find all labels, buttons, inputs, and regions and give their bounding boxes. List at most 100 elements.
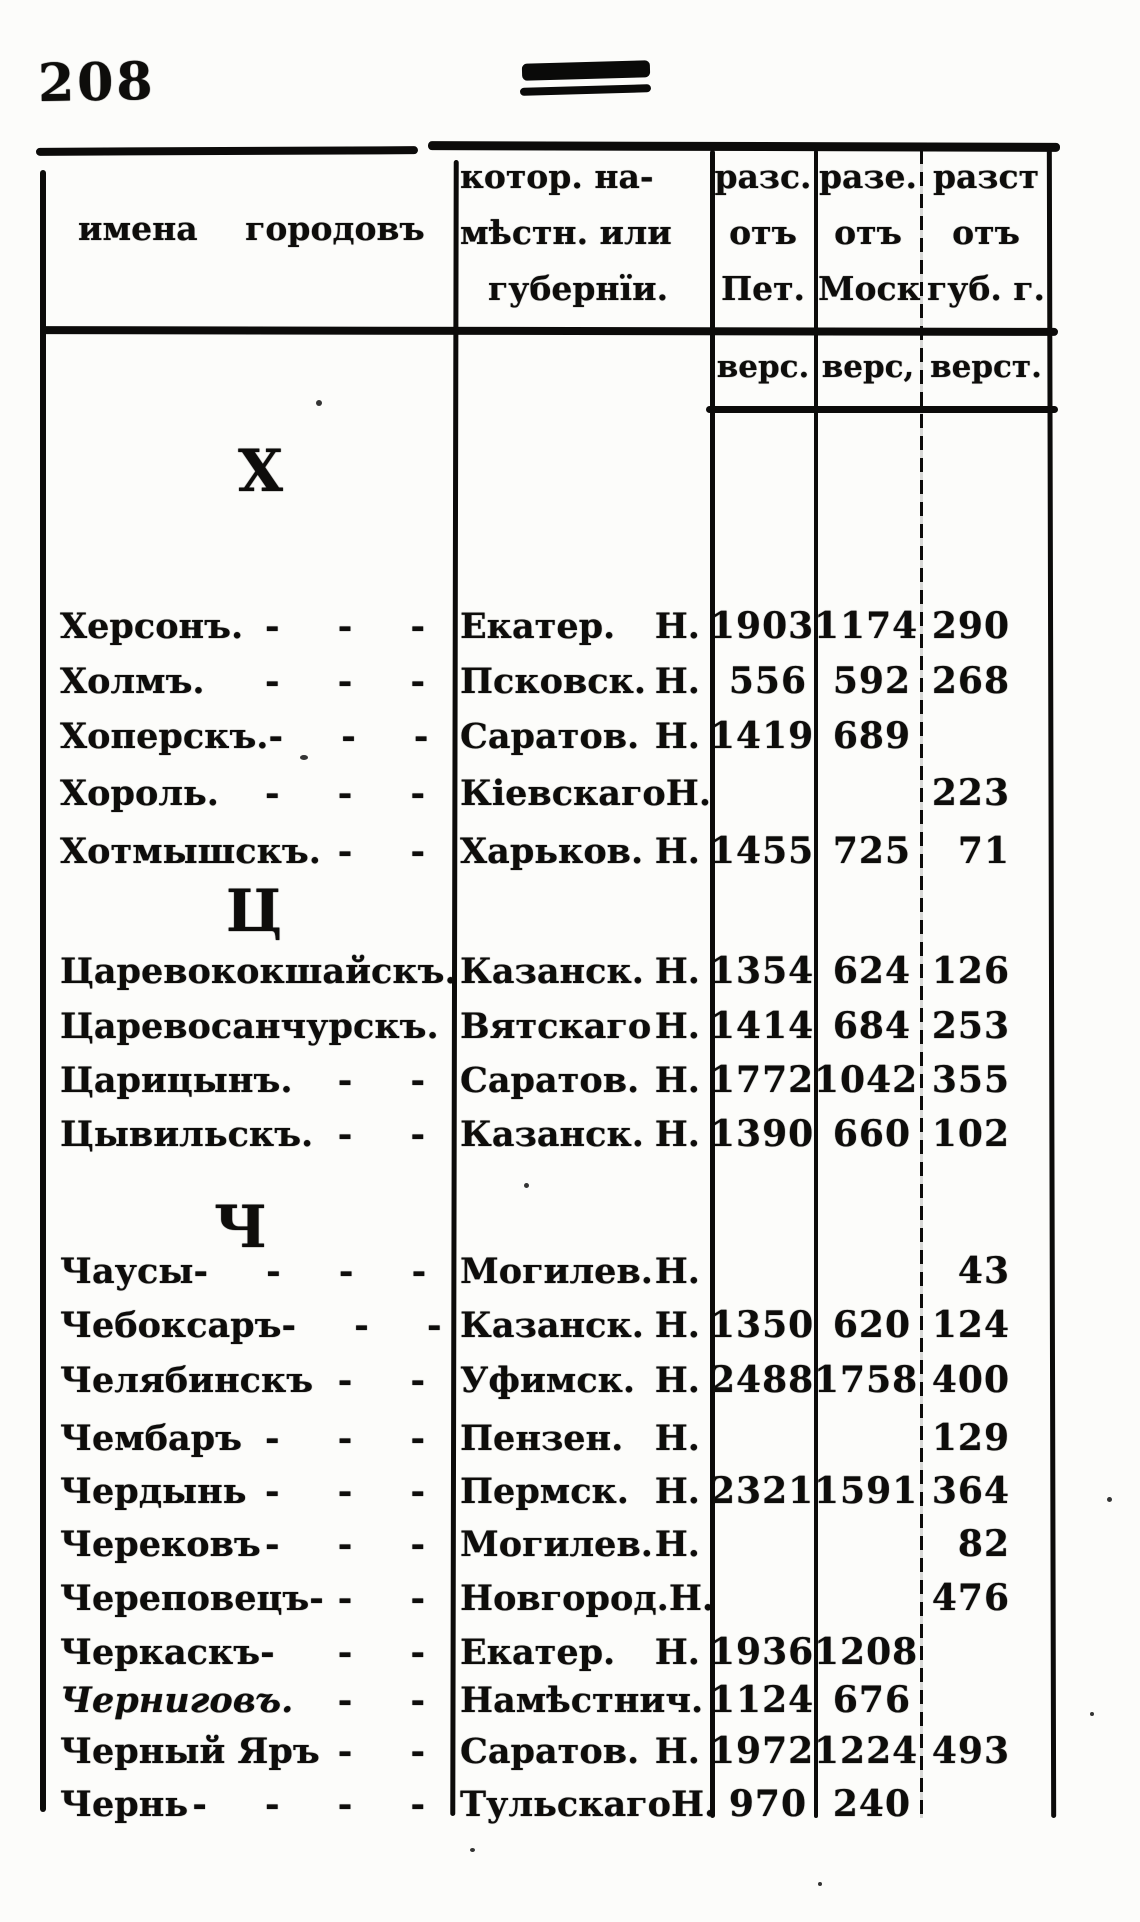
governorate-n: Н. [654,1471,700,1512]
city-name-cell: Херсонъ. - - - [44,603,452,651]
governorate-abbr: Уфимск. [460,1360,636,1401]
governorate-header-line1: котор. на- [460,157,654,196]
filler-dashes: - - [337,831,426,872]
governorate-cell: Новгород. Н. [452,1575,710,1623]
governorate-abbr: Могилев. [460,1524,653,1565]
city-name-cell: Царицынъ. - - [44,1057,452,1105]
filler-dashes: - - - - [192,1784,426,1825]
governorate-n: Н. [654,1360,700,1401]
governorate-n: Н. [654,831,700,872]
distance-moscow-cell: 1174 [814,605,919,647]
divider-petersburg-moscow [814,150,818,1818]
governorate-header-line2: мѣстн. или [460,213,672,252]
moscow-header-line1: разе. [818,157,917,196]
section-letter-ch: Ч [214,1193,267,1261]
table-row: Цывильскъ. - - Казанск. Н. 1390 660 102 [44,1110,1050,1158]
ornament-bar-bottom [519,84,652,96]
governorate-abbr: Саратов. [460,1731,640,1772]
distance-gubernia-cell: 102 [931,1113,1010,1155]
filler-dashes: - - [337,1114,426,1155]
distance-petersburg-cell: 1972 [710,1730,815,1772]
filler-dashes: - - - [281,1305,443,1346]
city-name: Черниговъ. [60,1680,294,1721]
distance-gubernia-cell: 400 [931,1359,1010,1401]
filler-dashes: - - [337,1578,426,1619]
governorate-n: Н. [654,1418,700,1459]
city-name-cell: Черкаскъ- - - [44,1629,452,1677]
distance-moscow-cell: 660 [832,1113,911,1155]
governorate-n: Н. [654,951,700,992]
governorate-abbr: Пермск. [460,1471,629,1512]
governorate-cell: Могилев. Н. [452,1521,710,1569]
governorate-cell: Вятскаго Н. [452,1003,710,1051]
governorate-cell: Могилев. Н. [452,1248,710,1296]
governorate-cell: Харьков. Н. [452,828,710,876]
governorate-n: Н. [654,661,700,702]
moscow-header-line2: отъ [834,213,902,252]
city-name: Чернь [60,1784,189,1825]
city-name: Челябинскъ [60,1360,314,1401]
distance-gubernia-cell: 355 [931,1059,1010,1101]
distance-moscow-cell: 1208 [814,1631,919,1673]
city-name: Царевосанчурскъ. [60,1006,439,1047]
filler-dashes: - - [337,1360,426,1401]
city-name-cell: Чаусы - - - - [44,1248,452,1296]
distance-moscow-cell: 624 [832,950,911,992]
petersburg-header-line1: разс. [714,157,812,196]
table-row: Холмъ. - - - Псковск. Н. 556 592 268 [44,657,1050,705]
table-row: Челябинскъ - - Уфимск. Н. 2488 1758 400 [44,1356,1050,1404]
ink-speck [818,1882,822,1886]
filler-dashes: - - [337,1632,426,1673]
petersburg-header-line3: Пет. [720,269,806,308]
distance-petersburg-cell: 1354 [710,950,815,992]
distance-gubernia-cell: 268 [931,660,1010,702]
governorate-cell: Пензен. Н. [452,1415,710,1463]
filler-dashes: - - - [265,1418,426,1459]
distance-petersburg-cell: 970 [728,1783,807,1825]
distance-petersburg-cell: 1390 [710,1113,815,1155]
governorate-abbr: Харьков. [460,831,644,872]
city-name: Хотмышскъ. [60,831,321,872]
governorate-n: Н. [654,1524,700,1565]
governorate-n: Н. [670,1784,710,1825]
gubernia-header-line3: губ. г. [926,269,1046,308]
governorate-cell: Саратов. Н. [452,1728,710,1776]
governorate-abbr: Екатер. [460,606,616,647]
units-gubernia: верст. [930,349,1042,385]
governorate-cell: Саратов. Н. [452,713,710,761]
distance-gubernia-cell: 223 [931,772,1010,814]
table-row: Херсонъ. - - - Екатер. Н. 1903 1174 290 [44,602,1050,650]
divider-moscow-gubernia [920,150,923,1818]
distance-gubernia-cell: 82 [957,1523,1010,1565]
distance-gubernia-cell: 126 [931,950,1010,992]
city-name-cell: Царевококшайскъ. [44,948,452,996]
distance-petersburg-cell: 1350 [710,1304,815,1346]
ink-speck [470,1848,475,1852]
ink-speck [524,1183,529,1188]
distance-moscow-cell: 1224 [814,1730,919,1772]
city-name-cell: Холмъ. - - - [44,658,452,706]
table-row: Черкаскъ- - - Екатер. Н. 1936 1208 [44,1628,1050,1676]
governorate-cell: Намѣстнич. [452,1677,710,1725]
ink-speck [1090,1712,1094,1716]
city-name: Царицынъ. [60,1060,293,1101]
city-name: Цывильскъ. [60,1114,314,1155]
filler-dashes: - - - [265,661,426,702]
governorate-abbr: Саратов. [460,716,640,757]
distance-moscow-cell: 620 [832,1304,911,1346]
city-name: Черековъ [60,1524,261,1565]
units-moscow: верс, [821,349,915,385]
distance-moscow-cell: 1591 [814,1470,919,1512]
governorate-cell: Уфимск. Н. [452,1357,710,1405]
governorate-n: Н. [654,606,700,647]
city-name: Хоперскъ. [60,716,269,757]
governorate-abbr: Вятскаго [460,1006,652,1047]
city-name-cell: Хоперскъ. - - - [44,713,452,761]
distance-moscow-cell: 676 [832,1679,911,1721]
distance-gubernia-cell: 253 [931,1005,1010,1047]
city-name-cell: Черниговъ. - - [44,1677,452,1725]
governorate-cell: Псковск. Н. [452,658,710,706]
city-name: Чаусы [60,1251,194,1292]
governorate-abbr: Казанск. [460,951,644,992]
section-letter-ts: Ц [226,877,283,945]
